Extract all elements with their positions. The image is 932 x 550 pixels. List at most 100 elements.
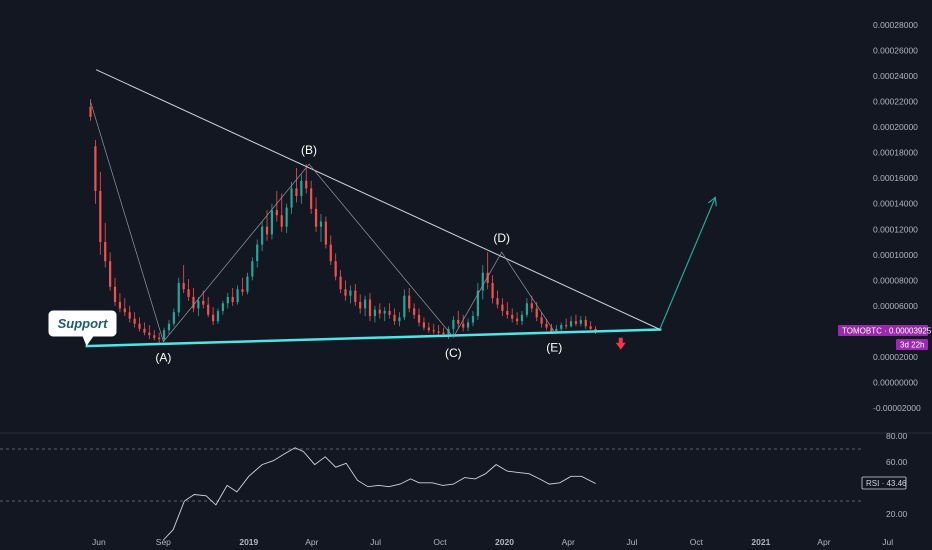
wave-label: (B) bbox=[301, 143, 317, 157]
candle-body bbox=[275, 210, 278, 216]
time-tick-label: 2020 bbox=[495, 537, 514, 547]
candle-body bbox=[226, 296, 229, 304]
price-tick-label: 0.00028000 bbox=[873, 20, 918, 30]
candle-body bbox=[148, 332, 151, 336]
candle-body bbox=[231, 296, 234, 303]
candle-body bbox=[251, 261, 254, 277]
candle-body bbox=[118, 302, 122, 309]
svg-text:TOMOBTC · 0.0000: TOMOBTC · 0.00003925 bbox=[842, 327, 932, 336]
candle-body bbox=[560, 325, 563, 329]
candle-body bbox=[128, 312, 131, 319]
support-callout-text: Support bbox=[58, 316, 108, 331]
rsi-line bbox=[163, 447, 596, 541]
price-tick-label: 0.00022000 bbox=[873, 97, 918, 107]
candle-body bbox=[530, 303, 533, 309]
price-tick-label: 0.00002000 bbox=[873, 352, 918, 362]
countdown-badge: 3d 22h bbox=[896, 339, 928, 350]
time-tick-label: Jul bbox=[627, 537, 638, 547]
candle-body bbox=[344, 289, 347, 296]
support-line bbox=[85, 328, 662, 348]
time-axis[interactable]: Jun Sep 2019 Apr Jul Oct 2020 Apr Jul Oct 2021 Apr J… bbox=[92, 537, 893, 547]
candle-body bbox=[589, 326, 592, 329]
candle-body bbox=[241, 289, 244, 292]
candle-body bbox=[99, 190, 102, 243]
candle-body bbox=[334, 261, 337, 277]
candle-body bbox=[501, 304, 504, 311]
candle-body bbox=[305, 180, 308, 189]
last-price-badge: TOMOBTC · 0.00003925 bbox=[838, 325, 932, 336]
candle-body bbox=[329, 244, 332, 262]
candle-body bbox=[192, 296, 195, 309]
candle-body bbox=[143, 328, 146, 333]
candle-body bbox=[540, 317, 543, 324]
price-tick-label: 0.00000000 bbox=[873, 377, 918, 387]
candle-body bbox=[349, 290, 352, 296]
time-tick-label: Jul bbox=[882, 537, 893, 547]
candle-body bbox=[511, 314, 514, 319]
candle-body bbox=[363, 299, 367, 309]
candle-body bbox=[138, 323, 141, 329]
rsi-label-badge: RSI · 43.46 bbox=[861, 476, 907, 490]
candle-body bbox=[393, 314, 396, 322]
rsi-tick-label: 80.00 bbox=[886, 431, 908, 441]
candle-body bbox=[457, 319, 460, 324]
candle-body bbox=[270, 210, 274, 235]
candle-body bbox=[535, 308, 538, 318]
candle-body bbox=[187, 289, 190, 297]
candle-body bbox=[290, 188, 293, 208]
candle-body bbox=[300, 180, 303, 197]
candle-body bbox=[123, 308, 126, 313]
price-tick-label: 0.00024000 bbox=[873, 71, 918, 81]
candle-body bbox=[378, 309, 381, 314]
resistance-trend-line bbox=[95, 69, 661, 330]
candle-body bbox=[109, 261, 112, 287]
wave-zigzag bbox=[90, 101, 555, 343]
candle-body bbox=[94, 146, 97, 191]
price-axis[interactable]: 0.00028000 0.00026000 0.00024000 0.00022000… bbox=[873, 20, 921, 413]
candle-body bbox=[413, 308, 416, 315]
candle-body bbox=[520, 314, 524, 322]
time-tick-label: Apr bbox=[562, 537, 575, 547]
candle-body bbox=[280, 215, 283, 227]
candle-body bbox=[172, 312, 175, 324]
candle-body bbox=[496, 298, 499, 305]
candle-body bbox=[403, 295, 406, 318]
candle-body bbox=[246, 276, 249, 292]
candle-body bbox=[177, 282, 180, 313]
candle-body bbox=[310, 188, 313, 209]
countdown-value: 3d 22h bbox=[900, 341, 924, 350]
candle-body bbox=[339, 276, 342, 290]
candle-body bbox=[265, 226, 269, 235]
candle-body bbox=[565, 325, 568, 327]
candle-body bbox=[452, 319, 455, 329]
candle-body bbox=[319, 221, 323, 227]
svg-text:RSI · 43.46: RSI · 43.46 bbox=[866, 479, 907, 488]
price-tick-label: 0.00016000 bbox=[873, 173, 918, 183]
price-tick-label: 0.00008000 bbox=[873, 275, 918, 285]
candle-body bbox=[545, 323, 548, 328]
price-tick-label: 0.00026000 bbox=[873, 46, 918, 56]
candle-body bbox=[202, 300, 205, 305]
candle-body bbox=[182, 282, 185, 290]
time-tick-label: Oct bbox=[690, 537, 704, 547]
candle-body bbox=[359, 302, 362, 309]
rsi-tick-label: 60.00 bbox=[886, 457, 908, 467]
candle-body bbox=[261, 226, 264, 245]
candle-body bbox=[158, 337, 161, 340]
drawing-overlay: (A) (B) (C) (D) (E) Support bbox=[48, 69, 717, 365]
projection-arrow-line bbox=[659, 197, 716, 330]
price-tick-label: 0.00020000 bbox=[873, 122, 918, 132]
candle-body bbox=[555, 328, 558, 332]
candle-body bbox=[256, 244, 259, 262]
rsi-label: RSI bbox=[866, 479, 879, 488]
time-tick-label: 2021 bbox=[751, 537, 770, 547]
candle-body bbox=[516, 318, 519, 322]
candle-body bbox=[324, 221, 327, 245]
candle-body bbox=[314, 208, 318, 227]
candle-body bbox=[442, 332, 445, 334]
time-tick-label: Sep bbox=[156, 537, 171, 547]
wave-label: (C) bbox=[445, 346, 462, 360]
price-tick-label: -0.00002000 bbox=[873, 403, 921, 413]
time-tick-label: Jul bbox=[370, 537, 381, 547]
